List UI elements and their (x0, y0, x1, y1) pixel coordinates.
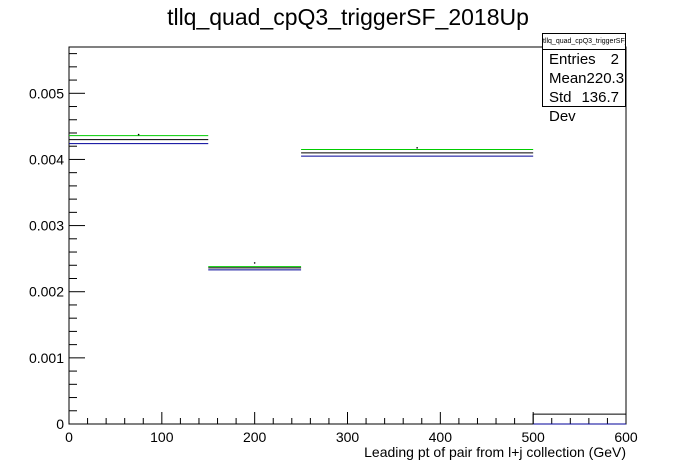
y-tick-label: 0.003 (29, 218, 64, 234)
x-tick-label: 500 (521, 429, 545, 445)
stats-label: Std Dev (549, 89, 576, 125)
chart-title: tllq_quad_cpQ3_triggerSF_2018Up (167, 4, 529, 30)
stats-value: 136.7 (581, 89, 619, 106)
y-tick-label: 0.001 (29, 350, 64, 366)
stats-label: Entries (549, 51, 596, 68)
x-tick-label: 100 (150, 429, 174, 445)
stats-row-entries: Entries 2 (543, 50, 625, 69)
stats-box-title: tllq_quad_cpQ3_triggerSF_2018Up (543, 34, 625, 50)
stats-box: tllq_quad_cpQ3_triggerSF_2018Up Entries … (542, 33, 626, 125)
bin-center-marker (253, 262, 256, 264)
y-tick-label: 0 (56, 416, 64, 432)
x-tick-label: 200 (243, 429, 267, 445)
stats-value: 220.3 (586, 70, 625, 87)
x-axis-label: Leading pt of pair from l+j collection (… (364, 444, 626, 460)
bin-center-marker (137, 133, 140, 136)
x-tick-label: 300 (336, 429, 360, 445)
stats-label: Mean (549, 70, 587, 87)
x-tick-label: 400 (429, 429, 453, 445)
y-tick-label: 0.004 (29, 151, 64, 167)
stats-value: 2 (610, 51, 619, 68)
stats-row-stddev: Std Dev 136.7 (543, 88, 625, 125)
stats-row-mean: Mean 220.3 (543, 69, 625, 88)
y-tick-label: 0.002 (29, 284, 64, 300)
y-tick-label: 0.005 (29, 85, 64, 101)
x-tick-label: 600 (614, 429, 638, 445)
x-tick-label: 0 (65, 429, 73, 445)
bin-center-marker (416, 147, 418, 149)
